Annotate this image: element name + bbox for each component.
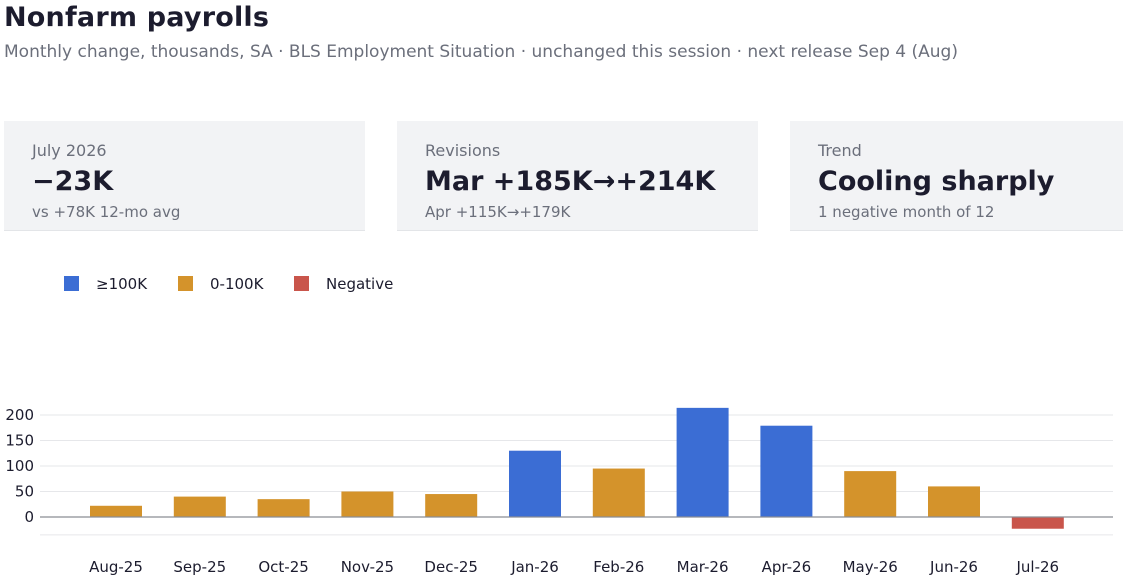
x-tick-label: Sep-25 — [173, 558, 226, 576]
card-label: July 2026 — [32, 141, 107, 160]
card-note: Apr +115K→+179K — [425, 203, 571, 221]
x-tick-label: Jan-26 — [510, 558, 559, 576]
page-title: Nonfarm payrolls — [4, 2, 270, 33]
page-subtitle: Monthly change, thousands, SA · BLS Empl… — [4, 42, 958, 62]
legend-label: Negative — [326, 275, 393, 293]
card-trend: Trend Cooling sharply 1 negative month o… — [790, 121, 1123, 231]
bar-Aug-25 — [90, 505, 142, 517]
bar-Jul-26 — [1011, 517, 1064, 529]
bar-Nov-25 — [341, 491, 394, 517]
bar-Feb-26 — [592, 468, 645, 517]
card-revisions: Revisions Mar +185K→+214K Apr +115K→+179… — [397, 121, 758, 231]
payrolls-bar-chart: 0 50 100 150 200 Aug-25 Sep-25 Oct-25 Nov-25 Dec-… — [5, 275, 1113, 576]
bar-Sep-25 — [173, 496, 226, 517]
legend-label: 0-100K — [210, 275, 265, 293]
x-tick-label: Feb-26 — [593, 558, 644, 576]
card-label: Trend — [818, 141, 862, 160]
legend-swatch — [64, 276, 79, 291]
legend-label: ≥100K — [96, 275, 148, 293]
y-tick-label: 200 — [5, 406, 34, 424]
y-tick-label: 0 — [24, 508, 34, 526]
x-tick-label: Apr-26 — [762, 558, 812, 576]
bar-Apr-26 — [760, 425, 813, 517]
bar-Mar-26 — [676, 407, 729, 517]
x-tick-label: Oct-25 — [258, 558, 308, 576]
x-tick-label: Jul-26 — [1015, 558, 1059, 576]
card-latest: July 2026 −23K vs +78K 12-mo avg — [4, 121, 365, 231]
card-value: Cooling sharply — [818, 166, 1055, 197]
card-value: −23K — [32, 166, 114, 197]
x-tick-label: Nov-25 — [341, 558, 394, 576]
bar-Jun-26 — [928, 486, 980, 517]
x-tick-label: Dec-25 — [424, 558, 478, 576]
x-tick-label: Mar-26 — [677, 558, 729, 576]
bar-May-26 — [844, 471, 897, 517]
x-tick-label: Aug-25 — [89, 558, 143, 576]
y-tick-label: 150 — [5, 432, 34, 450]
bar-Jan-26 — [509, 450, 561, 517]
card-label: Revisions — [425, 141, 501, 160]
legend-swatch — [178, 276, 193, 291]
card-note: 1 negative month of 12 — [818, 203, 995, 221]
legend-swatch — [294, 276, 309, 291]
x-tick-label: May-26 — [843, 558, 898, 576]
card-note: vs +78K 12-mo avg — [32, 203, 181, 221]
bar-Oct-25 — [257, 499, 310, 517]
y-tick-label: 100 — [5, 457, 34, 475]
card-value: Mar +185K→+214K — [425, 166, 716, 197]
bar-Dec-25 — [425, 494, 478, 517]
x-tick-label: Jun-26 — [929, 558, 978, 576]
y-tick-label: 50 — [15, 483, 34, 501]
